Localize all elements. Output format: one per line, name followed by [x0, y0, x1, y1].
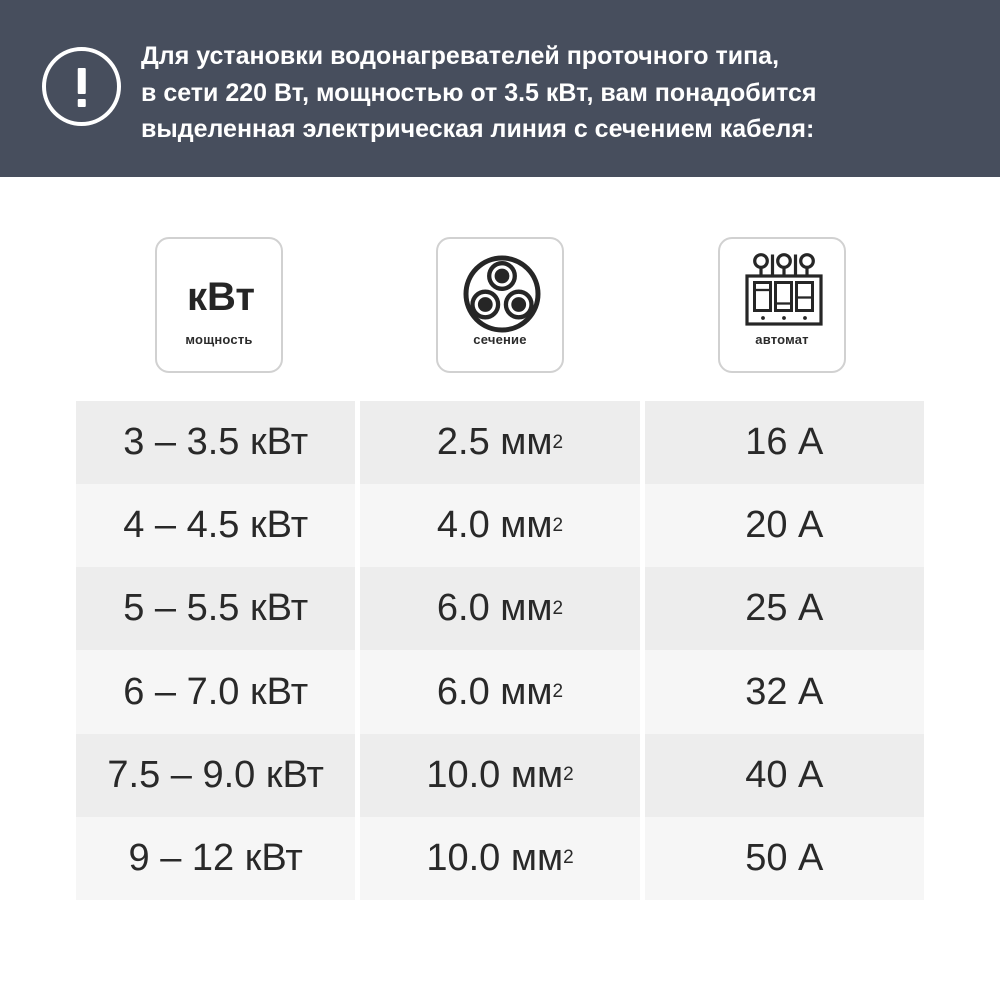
svg-text:кВт: кВт	[187, 275, 255, 319]
